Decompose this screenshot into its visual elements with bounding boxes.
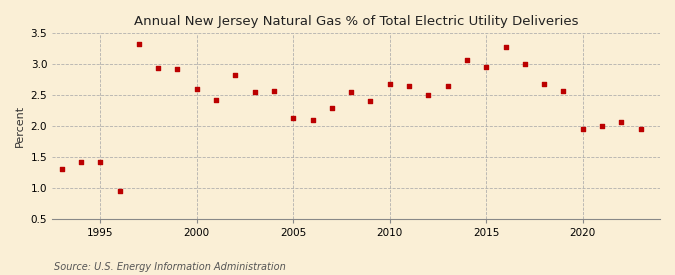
Point <box>462 58 472 62</box>
Y-axis label: Percent: Percent <box>15 105 25 147</box>
Point <box>423 93 434 97</box>
Point <box>558 89 569 93</box>
Point <box>172 67 183 72</box>
Point <box>327 105 338 110</box>
Point <box>76 160 86 164</box>
Point <box>95 160 106 164</box>
Point <box>192 87 202 91</box>
Point <box>153 66 163 70</box>
Point <box>230 73 241 78</box>
Point <box>520 62 531 67</box>
Point <box>249 90 260 94</box>
Point <box>500 45 511 49</box>
Point <box>134 42 144 47</box>
Point <box>384 82 395 86</box>
Point <box>442 84 453 88</box>
Point <box>56 167 67 172</box>
Point <box>597 124 608 128</box>
Point <box>307 118 318 122</box>
Point <box>269 89 279 93</box>
Point <box>539 82 549 86</box>
Point <box>365 99 376 104</box>
Point <box>616 120 627 124</box>
Point <box>404 84 414 88</box>
Point <box>346 90 356 94</box>
Text: Source: U.S. Energy Information Administration: Source: U.S. Energy Information Administ… <box>54 262 286 272</box>
Point <box>635 127 646 131</box>
Title: Annual New Jersey Natural Gas % of Total Electric Utility Deliveries: Annual New Jersey Natural Gas % of Total… <box>134 15 578 28</box>
Point <box>114 189 125 193</box>
Point <box>577 127 588 131</box>
Point <box>211 98 221 102</box>
Point <box>481 65 491 70</box>
Point <box>288 116 299 120</box>
